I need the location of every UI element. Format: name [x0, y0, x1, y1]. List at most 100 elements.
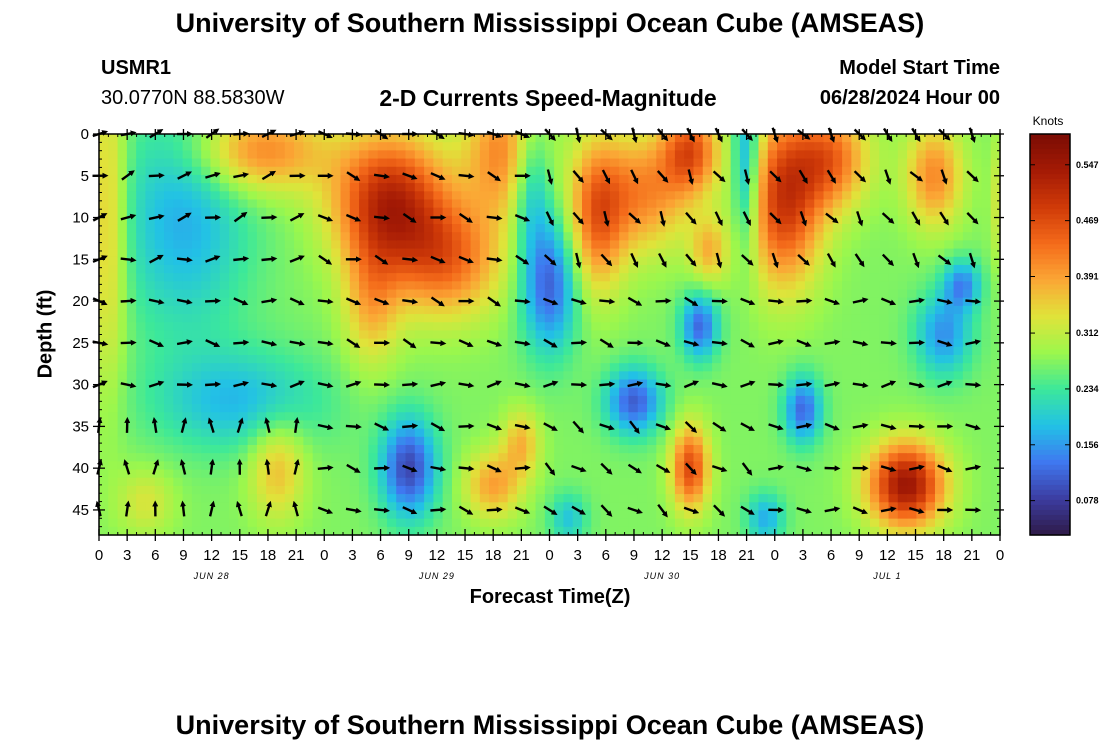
heatmap-cell — [405, 281, 416, 291]
heatmap-cell — [702, 502, 713, 512]
heatmap-cell — [247, 207, 258, 217]
heatmap-cell — [535, 346, 546, 356]
heatmap-cell — [851, 150, 862, 160]
heatmap-cell — [795, 314, 806, 323]
heatmap-cell — [879, 395, 890, 405]
heatmap-cell — [405, 191, 416, 201]
heatmap-cell — [340, 363, 351, 372]
heatmap-cell — [331, 404, 342, 413]
heatmap-cell — [266, 248, 277, 258]
heatmap-cell — [368, 281, 379, 291]
heatmap-cell — [637, 215, 648, 225]
heatmap-cell — [591, 453, 602, 462]
heatmap-cell — [405, 526, 416, 536]
heatmap-cell — [275, 338, 286, 348]
heatmap-cell — [479, 477, 490, 487]
current-arrow — [233, 172, 250, 179]
heatmap-cell — [609, 387, 620, 397]
heatmap-cell — [201, 232, 212, 241]
heatmap-cell — [479, 191, 490, 201]
heatmap-cell — [210, 494, 221, 503]
current-arrow — [655, 382, 672, 389]
heatmap-cell — [154, 183, 165, 192]
heatmap-cell — [154, 207, 165, 217]
heatmap-cell — [795, 322, 806, 331]
heatmap-cell — [944, 240, 955, 250]
heatmap-cell — [136, 363, 147, 372]
heatmap-cell — [990, 142, 1001, 151]
heatmap-cell — [219, 469, 230, 479]
heatmap-cell — [674, 387, 685, 397]
heatmap-cell — [730, 518, 741, 528]
heatmap-cell — [154, 485, 165, 495]
heatmap-cell — [544, 395, 555, 405]
heatmap-cell — [702, 183, 713, 192]
heatmap-cell — [795, 232, 806, 241]
heatmap-cell — [990, 174, 1001, 184]
heatmap-cell — [489, 174, 500, 184]
heatmap-cell — [944, 158, 955, 168]
heatmap-cell — [117, 322, 128, 331]
heatmap-cell — [442, 174, 453, 184]
heatmap-cell — [637, 518, 648, 528]
heatmap-cell — [284, 412, 295, 422]
heatmap-cell — [498, 305, 509, 315]
heatmap-cell — [619, 346, 630, 356]
current-arrow — [740, 380, 756, 388]
heatmap-cell — [832, 395, 843, 405]
heatmap-cell — [526, 174, 537, 184]
heatmap-cell — [777, 461, 787, 471]
heatmap-cell — [795, 346, 806, 356]
heatmap-cell — [126, 142, 137, 151]
heatmap-cell — [981, 191, 992, 201]
heatmap-cell — [433, 142, 444, 151]
heatmap-cell — [294, 395, 304, 405]
heatmap-cell — [777, 183, 787, 192]
heatmap-cell — [340, 338, 351, 348]
current-arrow — [852, 382, 869, 389]
heatmap-cell — [349, 248, 360, 258]
heatmap-cell — [173, 485, 184, 495]
heatmap-cell — [981, 150, 992, 160]
heatmap-cell — [907, 461, 917, 471]
heatmap-cell — [498, 346, 509, 356]
heatmap-cell — [962, 281, 973, 291]
heatmap-cell — [907, 224, 917, 233]
heatmap-cell — [396, 518, 407, 528]
heatmap-cell — [442, 142, 453, 151]
heatmap-cell — [424, 142, 434, 151]
heatmap-cell — [275, 256, 286, 266]
heatmap-cell — [229, 477, 239, 487]
heatmap-cell — [916, 510, 927, 520]
heatmap-cell — [563, 297, 574, 307]
heatmap-cell — [331, 150, 342, 160]
heatmap-cell — [136, 305, 147, 315]
heatmap-cell — [507, 526, 518, 536]
heatmap-cell — [377, 346, 388, 356]
heatmap-cell — [832, 469, 843, 479]
heatmap-cell — [619, 248, 630, 258]
heatmap-cell — [925, 215, 936, 225]
heatmap-cell — [647, 444, 657, 454]
heatmap-cell — [944, 354, 955, 364]
heatmap-cell — [860, 289, 871, 299]
heatmap-cell — [414, 183, 425, 192]
heatmap-cell — [934, 142, 945, 151]
heatmap-cell — [238, 420, 249, 430]
heatmap-cell — [424, 297, 434, 307]
heatmap-cell — [684, 436, 695, 446]
current-arrow — [346, 171, 361, 181]
heatmap-cell — [461, 502, 472, 512]
heatmap-cell — [721, 444, 732, 454]
heatmap-cell — [888, 477, 899, 487]
heatmap-cell — [953, 207, 964, 217]
heatmap-cell — [804, 150, 815, 160]
heatmap-cell — [312, 232, 323, 241]
heatmap-cell — [266, 240, 277, 250]
heatmap-cell — [470, 428, 481, 438]
heatmap-cell — [294, 363, 304, 372]
heatmap-cell — [405, 142, 416, 151]
heatmap-cell — [479, 183, 490, 192]
heatmap-cell — [693, 469, 704, 479]
heatmap-cell — [164, 215, 174, 225]
